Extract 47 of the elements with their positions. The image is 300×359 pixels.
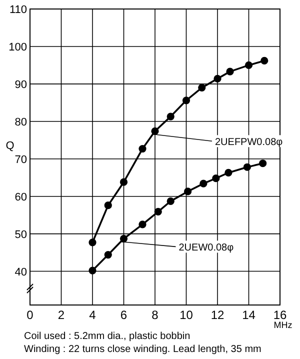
y-tick-label: 90 (14, 78, 27, 91)
text: 2UEW0.08φ (178, 242, 234, 254)
point (104, 202, 112, 210)
y-tick-label: 50 (14, 228, 27, 241)
point (182, 96, 190, 104)
x-tick-label: 2 (58, 308, 65, 322)
x-tick-label: 6 (120, 308, 128, 322)
point (138, 144, 146, 153)
y-tick-label: 60 (14, 191, 27, 204)
text: Coil used : 5.2mm dia., plastic bobbin (24, 331, 190, 342)
x-tick-label: 10 (180, 308, 194, 322)
point (166, 112, 174, 120)
point (120, 178, 128, 186)
point (120, 234, 128, 242)
point (243, 163, 251, 171)
point (259, 160, 267, 168)
point (198, 84, 206, 92)
point (88, 266, 96, 274)
y-tick-label: 100 (8, 41, 27, 54)
point (260, 56, 268, 65)
x-tick-label: 8 (152, 308, 159, 322)
point (88, 238, 96, 246)
point (224, 168, 232, 177)
x-tick-label: 14 (242, 308, 256, 322)
point (104, 250, 112, 259)
point (244, 61, 253, 70)
point (212, 174, 220, 182)
text: Winding : 22 turns close winding. Lead length, 35 mm (24, 344, 262, 355)
y-tick-label: 110 (9, 4, 27, 16)
point (214, 74, 222, 82)
x-tick-label: 12 (210, 308, 224, 322)
y-tick-label: 70 (14, 154, 27, 166)
point (151, 127, 159, 135)
point (166, 197, 174, 206)
point (200, 180, 208, 188)
x-tick-label: 0 (26, 308, 34, 322)
point (226, 68, 234, 76)
x-tick-label: 4 (89, 308, 96, 322)
point (138, 220, 146, 228)
point (154, 208, 162, 216)
y-tick-label: 80 (14, 116, 27, 128)
x-tick-label: 16 (273, 308, 287, 322)
x-axis-title: MHz (274, 320, 293, 330)
text: 2UEFPW0.08φ (215, 137, 284, 148)
y-tick-label: 40 (14, 266, 27, 278)
point (184, 188, 192, 196)
y-axis-title: Q (6, 140, 15, 152)
